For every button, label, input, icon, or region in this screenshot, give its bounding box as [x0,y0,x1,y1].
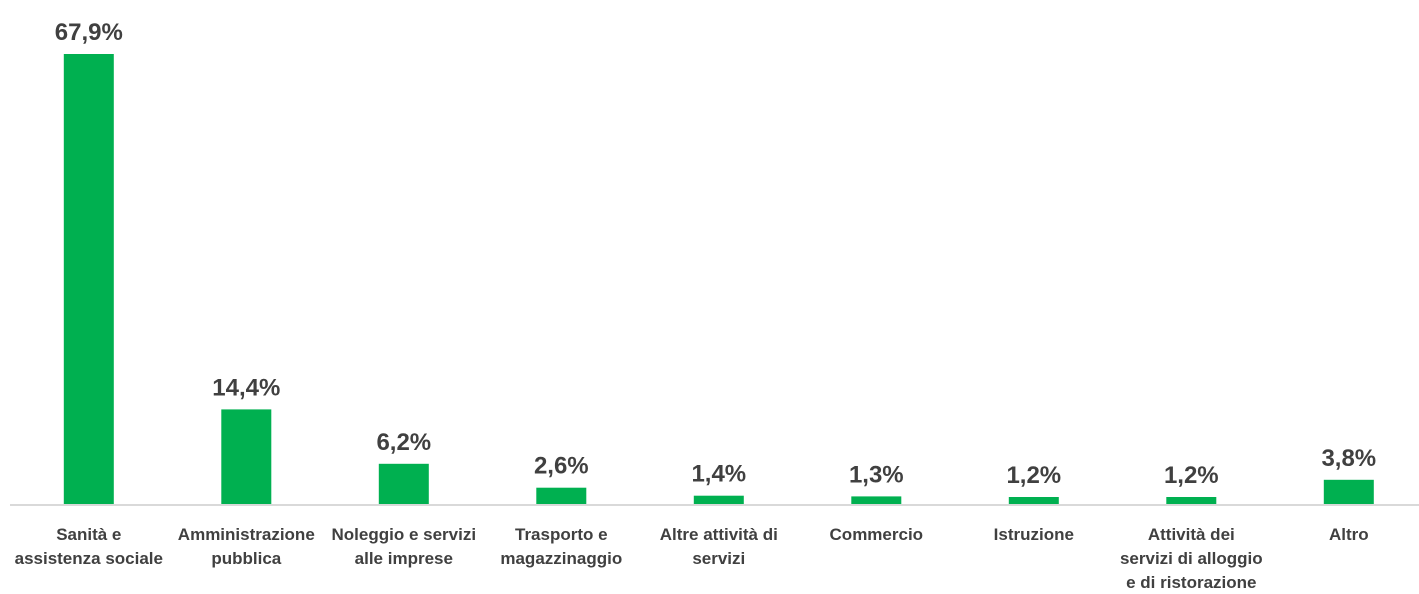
category-label-line: magazzinaggio [500,549,622,568]
bar-1 [221,409,272,505]
category-label-line: Sanità e [56,525,121,544]
value-label-0: 67,9% [55,19,123,46]
category-label-line: assistenza sociale [15,549,163,568]
category-label-0: Sanità e assistenza sociale [15,525,163,568]
value-label-5: 1,3% [849,461,904,488]
bar-4 [693,495,744,505]
category-label-line: alle imprese [355,549,453,568]
bar-0 [63,54,114,505]
value-label-7: 1,2% [1164,462,1219,489]
category-label-line: Istruzione [994,525,1074,544]
category-label-2: Noleggio e servizi alle imprese [332,525,477,568]
category-label-5: Commercio [830,525,924,544]
category-label-line: Trasporto e [515,525,608,544]
bar-2 [378,463,429,505]
value-label-1: 14,4% [212,374,280,401]
category-label-6: Istruzione [994,525,1074,544]
bar-5 [851,496,902,505]
category-label-line: pubblica [211,549,281,568]
category-label-line: Noleggio e servizi [332,525,477,544]
category-label-line: e di ristorazione [1126,573,1256,592]
bar-7 [1166,497,1217,505]
value-label-4: 1,4% [691,461,746,488]
category-label-1: Amministrazione pubblica [178,525,315,568]
category-label-line: Commercio [830,525,924,544]
category-label-line: Altro [1329,525,1369,544]
category-label-8: Altro [1329,525,1369,544]
category-label-4: Altre attività di servizi [660,525,778,568]
value-label-8: 3,8% [1321,445,1376,472]
value-labels-group: 67,9% 14,4% 6,2% 2,6% 1,4% 1,3% 1,2% 1,2% 3,8% [55,19,1376,489]
category-labels-group: Sanità e assistenza sociale Amministrazion… [15,525,1369,592]
value-label-6: 1,2% [1006,462,1061,489]
category-label-3: Trasporto e magazzinaggio [500,525,622,568]
bar-8 [1323,479,1374,505]
value-label-3: 2,6% [534,453,589,480]
bar-6 [1008,497,1059,505]
category-label-line: Attività dei [1148,525,1235,544]
category-label-line: Altre attività di [660,525,778,544]
category-label-line: Amministrazione [178,525,315,544]
category-label-line: servizi di alloggio [1120,549,1263,568]
bar-3 [536,487,587,505]
value-label-2: 6,2% [376,429,431,456]
category-label-7: Attività dei servizi di alloggio e di rist… [1120,525,1263,592]
bars-group [63,54,1374,505]
category-label-line: servizi [692,549,745,568]
